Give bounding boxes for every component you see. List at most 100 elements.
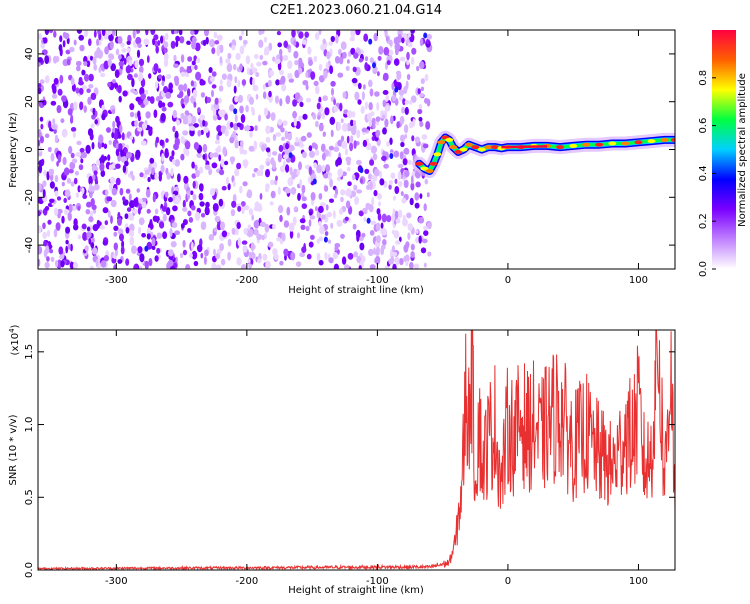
- noise-speck: [199, 186, 204, 192]
- noise-speck: [404, 133, 408, 139]
- noise-speck: [134, 59, 139, 69]
- noise-speck: [356, 255, 362, 263]
- noise-speck: [368, 38, 373, 45]
- noise-speck: [277, 153, 282, 163]
- noise-speck: [78, 76, 83, 84]
- noise-speck: [352, 120, 357, 126]
- noise-speck: [192, 194, 197, 201]
- noise-speck: [296, 232, 301, 239]
- noise-speck: [210, 76, 215, 82]
- noise-speck: [161, 80, 165, 86]
- noise-speck: [290, 251, 296, 261]
- noise-speck: [307, 46, 312, 55]
- noise-speck: [293, 168, 297, 174]
- noise-speck: [198, 166, 204, 174]
- noise-speck: [61, 215, 65, 224]
- noise-speck: [160, 164, 165, 173]
- noise-speck: [111, 108, 116, 115]
- noise-speck: [202, 39, 207, 47]
- noise-speck: [194, 42, 201, 52]
- noise-speck: [140, 93, 146, 100]
- noise-speck: [322, 131, 326, 137]
- noise-speck: [180, 54, 185, 63]
- noise-speck: [145, 189, 151, 198]
- noise-speck: [261, 234, 265, 241]
- noise-speck: [249, 228, 254, 237]
- noise-speck: [159, 221, 165, 229]
- noise-speck: [115, 177, 121, 186]
- noise-speck: [62, 40, 66, 48]
- noise-speck: [163, 86, 169, 94]
- noise-speck: [92, 224, 99, 232]
- noise-speck: [164, 191, 169, 198]
- noise-speck: [402, 158, 408, 166]
- noise-speck: [81, 151, 87, 159]
- noise-speck: [371, 174, 378, 182]
- signal-peak: [608, 141, 617, 146]
- noise-speck: [394, 186, 400, 194]
- signal-peak: [429, 161, 438, 166]
- noise-speck: [138, 217, 145, 226]
- noise-speck: [79, 147, 85, 153]
- noise-speck: [139, 253, 145, 263]
- noise-speck: [340, 135, 345, 142]
- noise-speck: [220, 221, 225, 231]
- noise-speck: [369, 57, 374, 64]
- noise-speck: [137, 198, 143, 204]
- noise-speck: [212, 152, 219, 158]
- noise-speck: [190, 80, 195, 87]
- signal-peak: [433, 152, 442, 157]
- noise-speck: [382, 127, 387, 135]
- noise-speck: [407, 42, 413, 48]
- noise-speck: [256, 233, 263, 240]
- noise-speck: [58, 246, 64, 255]
- noise-speck: [66, 58, 71, 66]
- noise-speck: [181, 103, 185, 109]
- colorbar-tick-label: 0.2: [698, 213, 709, 229]
- noise-speck: [66, 178, 72, 184]
- noise-speck: [165, 32, 169, 41]
- noise-speck: [282, 55, 289, 61]
- noise-speck: [277, 205, 284, 214]
- noise-speck: [212, 203, 219, 212]
- noise-speck: [248, 145, 255, 152]
- y-tick-label: 1.0: [24, 417, 35, 433]
- noise-speck: [382, 114, 386, 120]
- noise-speck: [265, 125, 271, 135]
- spectrogram-noise: [38, 30, 433, 269]
- noise-speck: [158, 173, 162, 182]
- signal-peak: [454, 149, 463, 154]
- noise-speck: [126, 73, 133, 81]
- noise-speck: [233, 108, 238, 115]
- noise-speck: [145, 30, 149, 36]
- noise-speck: [254, 202, 259, 208]
- noise-speck: [299, 178, 303, 188]
- noise-speck: [193, 260, 199, 267]
- noise-speck: [369, 181, 373, 191]
- noise-speck: [352, 66, 357, 73]
- noise-speck: [417, 108, 423, 115]
- noise-speck: [314, 149, 320, 156]
- noise-speck: [394, 86, 399, 93]
- signal-peak: [437, 140, 446, 145]
- noise-speck: [325, 204, 329, 211]
- noise-speck: [407, 159, 412, 165]
- noise-speck: [173, 54, 177, 62]
- noise-speck: [136, 49, 141, 58]
- noise-speck: [404, 170, 410, 178]
- noise-speck: [222, 146, 227, 156]
- noise-speck: [292, 110, 297, 119]
- noise-speck: [107, 58, 112, 67]
- noise-speck: [110, 164, 114, 170]
- noise-speck: [255, 219, 259, 229]
- noise-speck: [310, 234, 315, 240]
- noise-speck: [392, 263, 397, 269]
- noise-speck: [173, 262, 177, 268]
- noise-speck: [299, 218, 306, 224]
- noise-speck: [280, 239, 283, 245]
- noise-speck: [388, 184, 392, 190]
- noise-speck: [94, 50, 100, 59]
- noise-speck: [101, 113, 106, 121]
- noise-speck: [285, 95, 291, 105]
- signal-peak: [660, 137, 669, 142]
